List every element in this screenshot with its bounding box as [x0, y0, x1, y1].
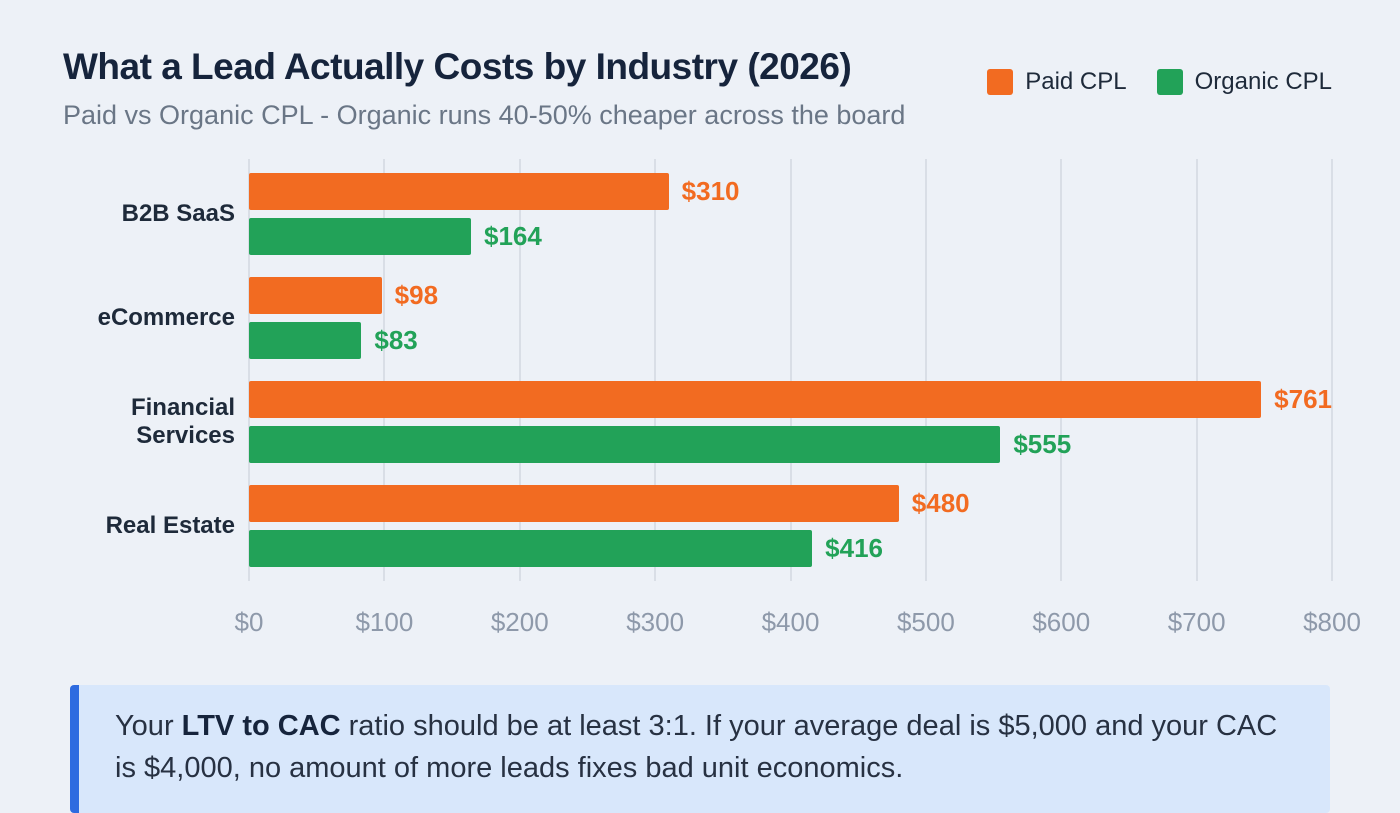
bar-value-label: $310	[681, 176, 740, 206]
organic-cpl-bar	[249, 530, 813, 567]
bar-group: $98 $83	[249, 277, 1332, 359]
grid-line	[1331, 159, 1333, 581]
chart-subtitle: Paid vs Organic CPL - Organic runs 40-50…	[63, 100, 906, 130]
legend-label-paid: Paid CPL	[1025, 68, 1127, 95]
bar-value-label: $98	[394, 280, 439, 310]
bar-row: $416	[249, 530, 1332, 567]
grid-line	[924, 159, 927, 581]
paid-cpl-bar	[249, 277, 382, 314]
bar-row: $83	[249, 322, 1332, 359]
bar-value-label: $761	[1274, 384, 1332, 414]
callout-text-bold: LTV to CAC	[181, 710, 341, 742]
callout-box: Your LTV to CAC ratio should be at least…	[70, 685, 1330, 813]
callout-text-prefix: Your	[115, 710, 182, 742]
chart-header: What a Lead Actually Costs by Industry (…	[63, 46, 1332, 131]
x-tick-label: $300	[626, 607, 685, 637]
x-tick-label: $200	[490, 607, 549, 637]
x-tick-label: $800	[1303, 607, 1361, 637]
bar-group: $310 $164	[249, 173, 1332, 255]
x-tick-label: $400	[761, 607, 820, 637]
x-axis: $0 $100 $200 $300 $400 $500 $600 $700 $800	[235, 595, 1361, 649]
category-label: eCommerce	[97, 304, 235, 332]
callout-text-rest: ratio should be at least 3:1. If your av…	[115, 710, 1278, 785]
grid-line	[1195, 159, 1198, 581]
gridlines	[248, 159, 1333, 581]
paid-cpl-bar	[249, 173, 669, 210]
x-tick-label: $500	[896, 607, 955, 637]
bar-value-label: $555	[1013, 429, 1072, 459]
organic-cpl-bar	[249, 426, 1001, 463]
category-label: Financial Services	[130, 394, 235, 449]
bar-chart: B2B SaaS eCommerce Financial Services Real …	[63, 159, 1361, 649]
grid-line	[383, 159, 386, 581]
paid-cpl-swatch-icon	[987, 69, 1014, 95]
category-label: Real Estate	[105, 512, 235, 540]
grid-line	[789, 159, 792, 581]
bar-row: $761	[249, 381, 1332, 418]
organic-cpl-bar	[249, 218, 471, 255]
paid-cpl-bar	[249, 485, 899, 522]
organic-cpl-swatch-icon	[1156, 69, 1183, 95]
bar-groups: $310 $164 $98 $83 $761 $555 $480 $416	[249, 173, 1332, 567]
bar-value-label: $83	[374, 325, 418, 355]
organic-cpl-bar	[249, 322, 362, 359]
category-labels: B2B SaaS eCommerce Financial Services Real …	[63, 159, 235, 567]
title-block: What a Lead Actually Costs by Industry (…	[63, 46, 905, 131]
legend-label-organic: Organic CPL	[1194, 68, 1332, 95]
bar-group: $761 $555	[249, 381, 1332, 463]
bar-value-label: $480	[911, 488, 970, 518]
category-label: B2B SaaS	[121, 200, 235, 228]
bar-group: $480 $416	[249, 485, 1332, 567]
legend-item-organic: Organic CPL	[1156, 68, 1332, 96]
bar-value-label: $416	[825, 533, 883, 563]
legend: Paid CPL Organic CPL	[987, 68, 1332, 96]
x-tick-label: $700	[1167, 607, 1226, 637]
grid-line	[518, 159, 521, 581]
grid-line	[654, 159, 657, 581]
callout-text: Your LTV to CAC ratio should be at least…	[115, 705, 1294, 789]
chart-title: What a Lead Actually Costs by Industry (…	[63, 46, 852, 87]
bar-row: $98	[249, 277, 1332, 314]
bar-row: $164	[249, 218, 1332, 255]
paid-cpl-bar	[249, 381, 1262, 418]
x-tick-label: $100	[355, 607, 414, 637]
plot: $310 $164 $98 $83 $761 $555 $480 $416	[248, 159, 1333, 581]
x-tick-label: $600	[1032, 607, 1091, 637]
x-tick-label: $0	[234, 607, 264, 637]
grid-line	[248, 159, 250, 581]
bar-row: $310	[249, 173, 1332, 210]
bar-value-label: $164	[484, 221, 542, 251]
bar-row: $555	[249, 426, 1332, 463]
plot-area: $310 $164 $98 $83 $761 $555 $480 $416 $0 $100 $20…	[235, 159, 1361, 649]
grid-line	[1060, 159, 1063, 581]
bar-row: $480	[249, 485, 1332, 522]
infographic: What a Lead Actually Costs by Industry (…	[63, 46, 1361, 813]
legend-item-paid: Paid CPL	[987, 68, 1127, 96]
